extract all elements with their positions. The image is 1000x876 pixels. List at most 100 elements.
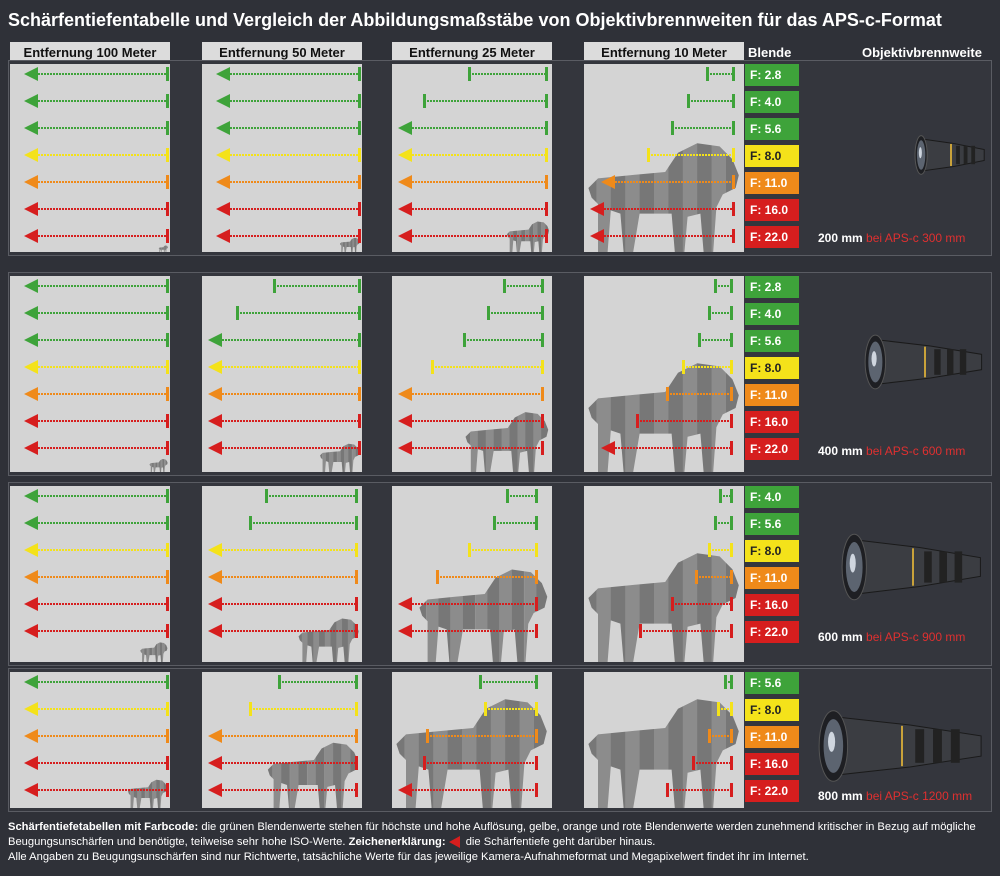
dof-bar (436, 570, 538, 584)
dof-bar (24, 489, 169, 503)
blende-header: Blende (748, 45, 792, 60)
aperture-badge: F: 11.0 (745, 172, 799, 194)
dof-bar (682, 360, 733, 374)
dof-bar (719, 489, 733, 503)
dof-bar (208, 597, 358, 611)
aperture-badge: F: 5.6 (745, 118, 799, 140)
dof-bar (426, 729, 538, 743)
aperture-badge: F: 22.0 (745, 780, 799, 802)
focal-length-label: 800 mm bei APS-c 1200 mm (818, 789, 972, 803)
dof-bar (24, 516, 169, 530)
dof-cell (584, 672, 744, 808)
dof-bar (506, 489, 538, 503)
footer-legend: Schärfentiefetabellen mit Farbcode: die … (8, 820, 998, 865)
lion-silhouette (419, 569, 548, 662)
red-arrow-icon (448, 836, 460, 849)
focal-length-value: 600 mm (818, 630, 863, 644)
aperture-badge: F: 2.8 (745, 64, 799, 86)
dof-bar (503, 279, 544, 293)
lion-silhouette (588, 553, 739, 662)
lion-silhouette (588, 143, 739, 252)
dof-bar (265, 489, 358, 503)
dof-bar (398, 597, 538, 611)
column-header-10m: Entfernung 10 Meter (584, 42, 744, 64)
dof-bar (249, 702, 358, 716)
lion-silhouette (506, 221, 550, 252)
lion-silhouette (140, 642, 168, 662)
aperture-badge: F: 4.0 (745, 303, 799, 325)
dof-bar (273, 279, 361, 293)
lion-silhouette (128, 779, 168, 808)
dof-bar (24, 121, 169, 135)
dof-bar (493, 516, 538, 530)
dof-bar (24, 597, 169, 611)
dof-bar (666, 387, 733, 401)
dof-bar (216, 148, 361, 162)
dof-bar (208, 387, 361, 401)
dof-bar (208, 570, 358, 584)
footer-note: Alle Angaben zu Beugungsunschärfen sind … (8, 851, 809, 863)
lion-silhouette (396, 699, 547, 808)
dof-bar (666, 783, 733, 797)
lion-silhouette (158, 245, 168, 252)
dof-bar (216, 121, 361, 135)
dof-bar (24, 756, 169, 770)
aperture-badge: F: 16.0 (745, 594, 799, 616)
dof-bar (463, 333, 544, 347)
dof-bar (208, 624, 358, 638)
dof-bar (24, 175, 169, 189)
dof-bar (398, 441, 544, 455)
dof-cell (10, 672, 170, 808)
aperture-badge: F: 5.6 (745, 672, 799, 694)
dof-bar (423, 756, 538, 770)
dof-bar (216, 202, 361, 216)
dof-bar (398, 121, 548, 135)
dof-bar (601, 175, 735, 189)
focal-length-value: 800 mm (818, 789, 863, 803)
focal-length-label: 400 mm bei APS-c 600 mm (818, 444, 965, 458)
aps-c-equivalent: bei APS-c 300 mm (862, 231, 966, 245)
dof-bar (708, 306, 733, 320)
dof-bar (216, 94, 361, 108)
dof-bar (714, 516, 733, 530)
dof-cell (584, 276, 744, 472)
dof-bar (708, 729, 733, 743)
lion-silhouette (588, 699, 739, 808)
dof-bar (398, 148, 548, 162)
dof-bar (636, 414, 733, 428)
column-header-25m: Entfernung 25 Meter (392, 42, 552, 64)
dof-bar (208, 360, 361, 374)
dof-bar (208, 756, 358, 770)
dof-bar (398, 175, 548, 189)
aperture-badge: F: 16.0 (745, 199, 799, 221)
telephoto-lens-icon (864, 334, 983, 390)
dof-bar (398, 624, 538, 638)
dof-bar (692, 756, 733, 770)
aperture-badge: F: 11.0 (745, 726, 799, 748)
dof-bar (216, 175, 361, 189)
dof-bar (24, 543, 169, 557)
aps-c-equivalent: bei APS-c 900 mm (862, 630, 966, 644)
dof-bar (590, 229, 735, 243)
dof-bar (24, 414, 169, 428)
dof-bar (236, 306, 361, 320)
aperture-badge: F: 11.0 (745, 567, 799, 589)
dof-bar (24, 570, 169, 584)
dof-bar (479, 675, 538, 689)
dof-bar (24, 306, 169, 320)
legend-text: die Schärfentiefe geht darüber hinaus. (462, 836, 656, 848)
dof-cell (392, 672, 552, 808)
dof-bar (590, 202, 735, 216)
column-header-50m: Entfernung 50 Meter (202, 42, 362, 64)
dof-bar (468, 67, 548, 81)
dof-bar (24, 783, 169, 797)
dof-bar (24, 360, 169, 374)
dof-bar (249, 516, 358, 530)
dof-bar (208, 414, 361, 428)
dof-bar (216, 229, 361, 243)
dof-bar (695, 570, 733, 584)
dof-bar (24, 702, 169, 716)
aperture-badge: F: 5.6 (745, 330, 799, 352)
dof-cell (10, 276, 170, 472)
dof-bar (431, 360, 544, 374)
